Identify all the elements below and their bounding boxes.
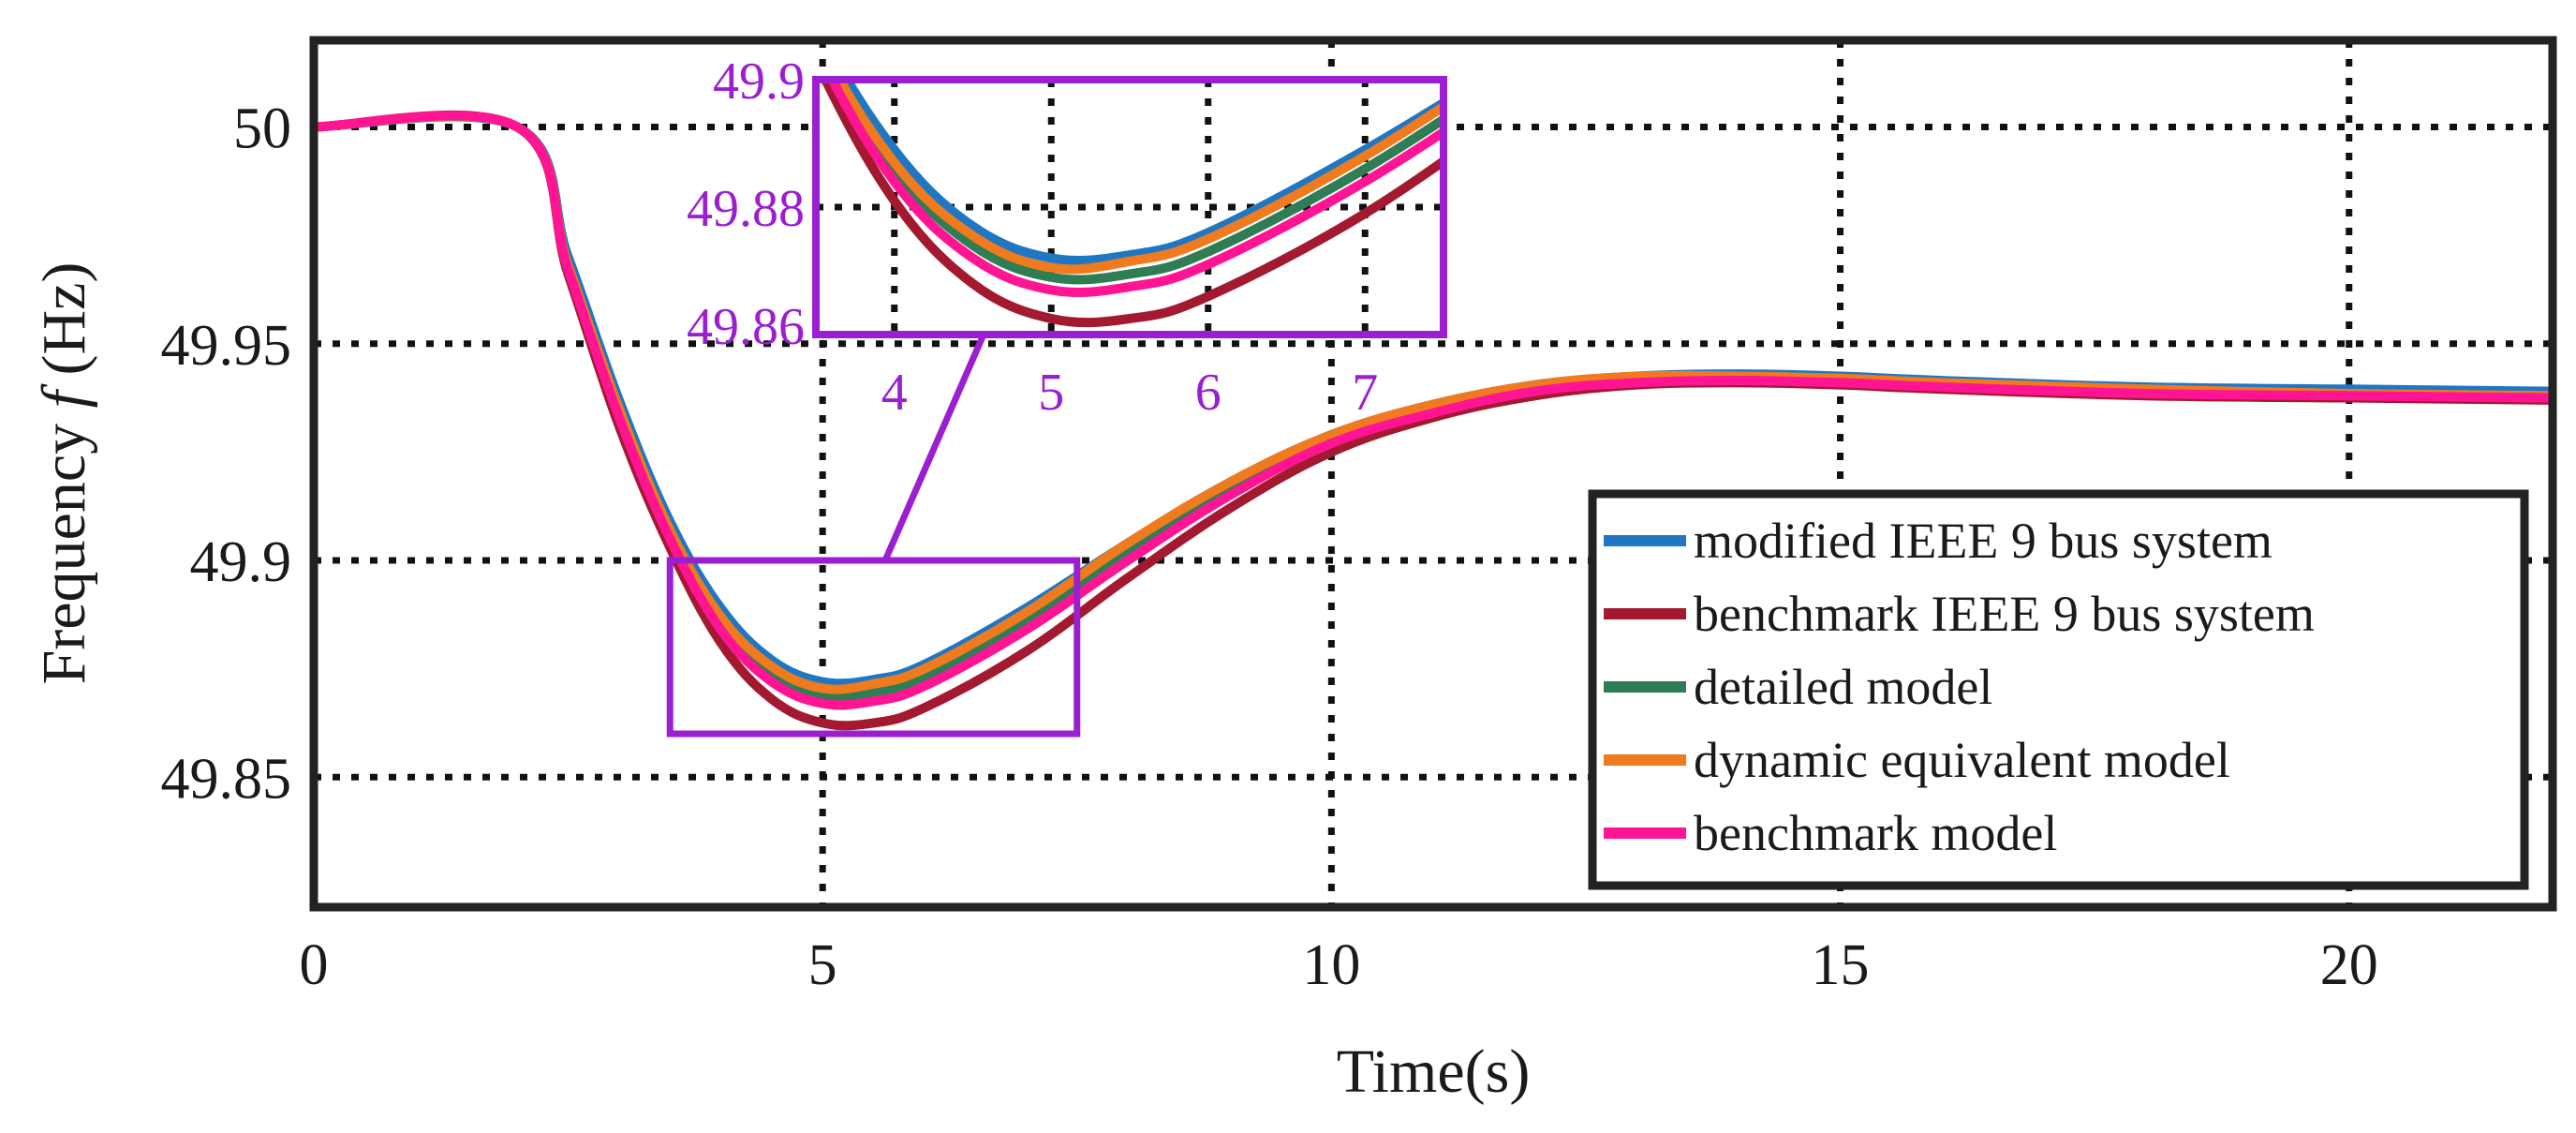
inset-x-tick-label: 7 bbox=[1352, 364, 1378, 422]
x-tick-label: 10 bbox=[1302, 933, 1360, 997]
x-axis-title: Time(s) bbox=[1337, 1037, 1531, 1106]
inset-x-tick-label: 6 bbox=[1195, 364, 1221, 422]
inset-y-tick-label: 49.88 bbox=[687, 180, 805, 238]
inset-connector-line bbox=[881, 333, 987, 562]
axes-frame bbox=[309, 36, 2557, 912]
y-axis-title-prefix: Frequency bbox=[30, 408, 98, 684]
inset-series-group bbox=[820, 80, 1443, 328]
legend: modified IEEE 9 bus system benchmark IEEE… bbox=[1588, 489, 2529, 890]
y-axis-title: Frequency f (Hz) bbox=[30, 262, 98, 685]
legend-label-detailed: detailed model bbox=[1694, 659, 1992, 715]
inset-series-line-dynamic bbox=[834, 80, 1443, 275]
y-axis-title-suffix: (Hz) bbox=[30, 262, 98, 391]
inset-x-tick-label: 4 bbox=[881, 364, 908, 422]
series-line-benchmark_model bbox=[314, 111, 2553, 710]
inset-series-line-benchmark_ieee bbox=[820, 80, 1443, 328]
x-tick-labels: 0 5 10 15 20 bbox=[300, 933, 2378, 997]
y-tick-labels: 49.85 49.9 49.95 50 bbox=[161, 97, 292, 812]
inset-y-tick-label: 49.86 bbox=[687, 298, 805, 356]
x-tick-label: 5 bbox=[808, 933, 837, 997]
y-tick-label: 50 bbox=[233, 97, 291, 161]
zoom-region-box bbox=[666, 557, 1081, 738]
legend-box bbox=[1588, 489, 2529, 890]
inset-zoom-panel: 4 5 6 7 49.86 49.88 49.9 bbox=[687, 52, 1447, 562]
y-tick-label: 49.9 bbox=[190, 530, 292, 594]
legend-label-benchmark_model: benchmark model bbox=[1694, 805, 2057, 861]
legend-label-modified: modified IEEE 9 bus system bbox=[1694, 513, 2273, 569]
x-tick-label: 20 bbox=[2320, 933, 2378, 997]
legend-label-dynamic: dynamic equivalent model bbox=[1694, 732, 2230, 788]
inset-x-tick-label: 5 bbox=[1038, 364, 1064, 422]
inset-series-line-benchmark_model bbox=[826, 80, 1443, 298]
inset-border bbox=[812, 76, 1447, 338]
y-tick-label: 49.95 bbox=[161, 314, 292, 378]
y-tick-label: 49.85 bbox=[161, 747, 292, 811]
grid-lines bbox=[314, 40, 2553, 907]
zoom-region-rect bbox=[666, 557, 1081, 738]
series-lines bbox=[314, 110, 2553, 731]
x-tick-label: 0 bbox=[300, 933, 329, 997]
x-tick-label: 15 bbox=[1812, 933, 1870, 997]
inset-series-line-modified bbox=[841, 80, 1443, 266]
legend-label-benchmark_ieee: benchmark IEEE 9 bus system bbox=[1694, 586, 2315, 642]
inset-series-line-detailed bbox=[831, 80, 1443, 285]
inset-y-tick-label: 49.9 bbox=[713, 52, 805, 111]
plot-frame bbox=[309, 36, 2557, 912]
